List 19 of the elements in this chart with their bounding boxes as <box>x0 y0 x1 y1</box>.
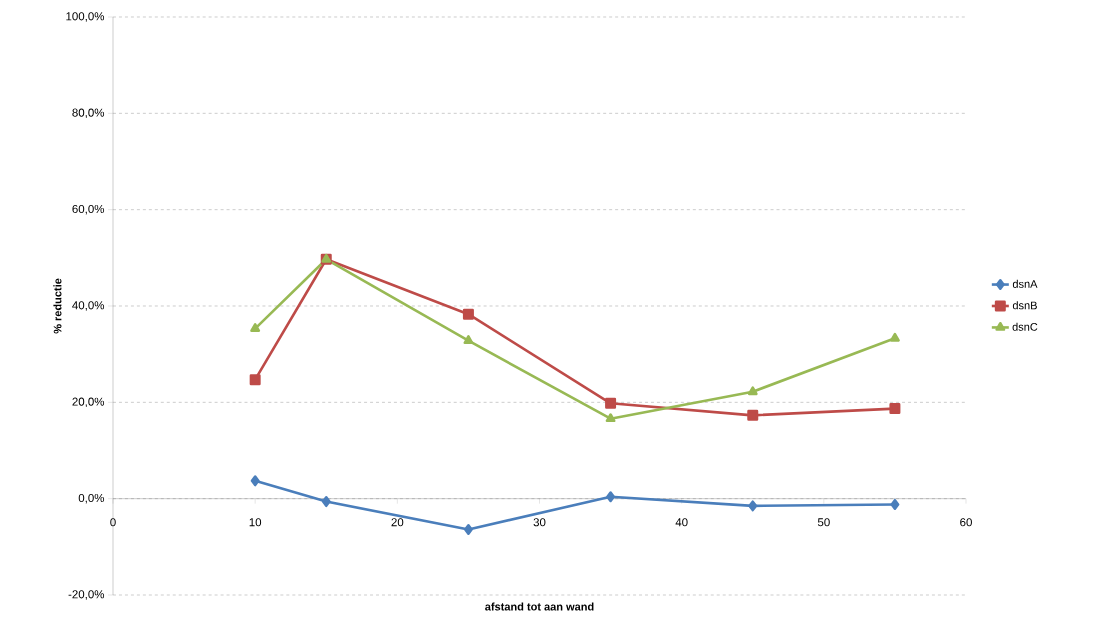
y-tick-label: 100,0% <box>66 12 105 22</box>
x-axis-title: afstand tot aan wand <box>485 602 594 611</box>
legend-label: dsnB <box>1012 301 1037 310</box>
x-tick-label: 30 <box>533 518 546 527</box>
x-tick-label: 0 <box>110 518 116 527</box>
y-tick-label: 0,0% <box>78 493 105 504</box>
legend-label: dsnC <box>1012 322 1038 331</box>
y-axis-title: % reductie <box>53 278 62 334</box>
y-tick-label: 80,0% <box>72 108 105 119</box>
y-tick-label: 60,0% <box>72 204 105 215</box>
y-tick-label: -20,0% <box>68 590 105 600</box>
legend-label: dsnA <box>1012 279 1038 288</box>
x-tick-label: 50 <box>817 518 830 527</box>
x-tick-label: 60 <box>960 518 972 527</box>
x-tick-label: 20 <box>391 518 404 527</box>
y-tick-label: 40,0% <box>72 301 105 311</box>
x-tick-label: 10 <box>249 518 262 527</box>
x-tick-label: 40 <box>675 518 688 527</box>
y-tick-label: 20,0% <box>72 397 105 408</box>
